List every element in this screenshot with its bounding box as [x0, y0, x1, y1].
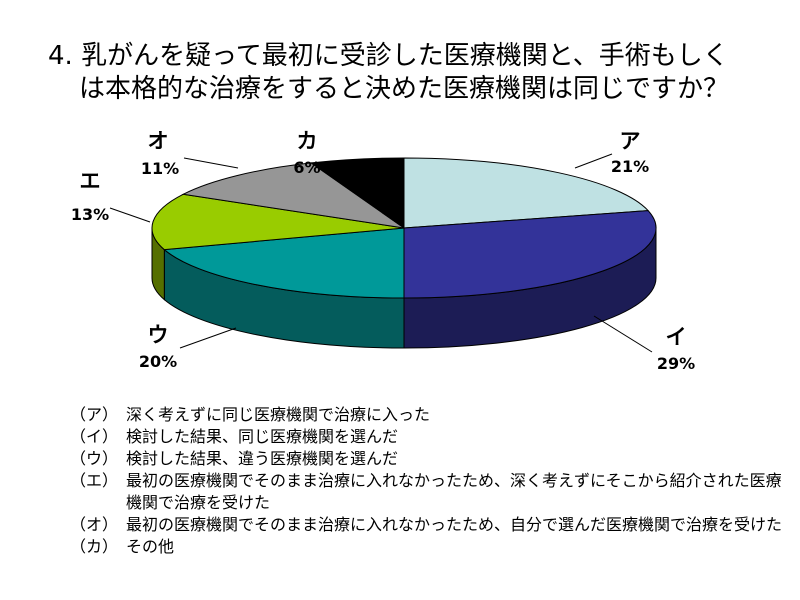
slice-o [181, 162, 405, 229]
slice-u [163, 227, 405, 299]
slice-percent-ka: 6% [293, 158, 320, 177]
legend-text: 最初の医療機関でそのまま治療に入れなかったため、深く考えずにそこから紹介された医… [126, 471, 782, 512]
legend-item-u: （ウ） 検討した結果、違う医療機関を選んだ [70, 448, 790, 470]
legend-key: （ア） [70, 405, 119, 424]
slice-ka [309, 157, 405, 229]
pie-chart: ア 21% イ 29% ウ 20% エ 13% オ 11% カ 6% [71, 129, 695, 373]
legend: （ア） 深く考えずに同じ医療機関で治療に入った （イ） 検討した結果、同じ医療機… [70, 404, 790, 558]
legend-text: その他 [126, 537, 175, 556]
slice-e [151, 193, 405, 251]
slice-percent-i: 29% [657, 354, 695, 373]
legend-item-a: （ア） 深く考えずに同じ医療機関で治療に入った [70, 404, 790, 426]
slice-label-i: イ [666, 325, 687, 349]
legend-key: （オ） [70, 515, 119, 534]
slice-a [403, 157, 650, 229]
legend-text: 検討した結果、違う医療機関を選んだ [126, 449, 399, 468]
slice-percent-a: 21% [611, 157, 649, 176]
legend-item-o: （オ） 最初の医療機関でそのまま治療に入れなかったため、自分で選んだ医療機関で治… [70, 514, 790, 536]
legend-item-e: （エ） 最初の医療機関でそのまま治療に入れなかったため、深く考えずにそこから紹介… [70, 470, 790, 514]
legend-key: （カ） [70, 537, 119, 556]
legend-item-i: （イ） 検討した結果、同じ医療機関を選んだ [70, 426, 790, 448]
leader-line-e [109, 207, 151, 223]
legend-key: （エ） [70, 471, 119, 490]
legend-text: 深く考えずに同じ医療機関で治療に入った [126, 405, 431, 424]
slice-percent-e: 13% [71, 205, 109, 224]
legend-text: 最初の医療機関でそのまま治療に入れなかったため、自分で選んだ医療機関で治療を受け… [126, 515, 783, 534]
legend-key: （ウ） [70, 449, 119, 468]
title-line-2: は本格的な治療をすると決めた医療機関は同じですか？ [79, 74, 730, 104]
chart-title: 4. 乳がんを疑って最初に受診した医療機関と、手術もしく は本格的な治療をすると… [48, 40, 788, 106]
slice-label-u: ウ [148, 323, 169, 347]
slice-percent-u: 20% [139, 352, 177, 371]
title-line-1: 4. 乳がんを疑って最初に受診した医療機関と、手術もしく [48, 41, 729, 71]
slice-label-ka: カ [297, 129, 318, 153]
leader-line-a [574, 153, 613, 169]
legend-item-ka: （カ） その他 [70, 536, 790, 558]
slice-percent-o: 11% [141, 159, 179, 178]
slice-label-e: エ [80, 169, 101, 193]
slice-i [403, 210, 657, 299]
legend-key: （イ） [70, 427, 119, 446]
leader-line-i [593, 315, 653, 353]
leader-line-u [179, 327, 237, 349]
legend-text: 検討した結果、同じ医療機関を選んだ [126, 427, 399, 446]
slice-label-o: オ [148, 129, 169, 153]
leader-line-o [183, 157, 239, 169]
slice-label-a: ア [620, 129, 641, 153]
